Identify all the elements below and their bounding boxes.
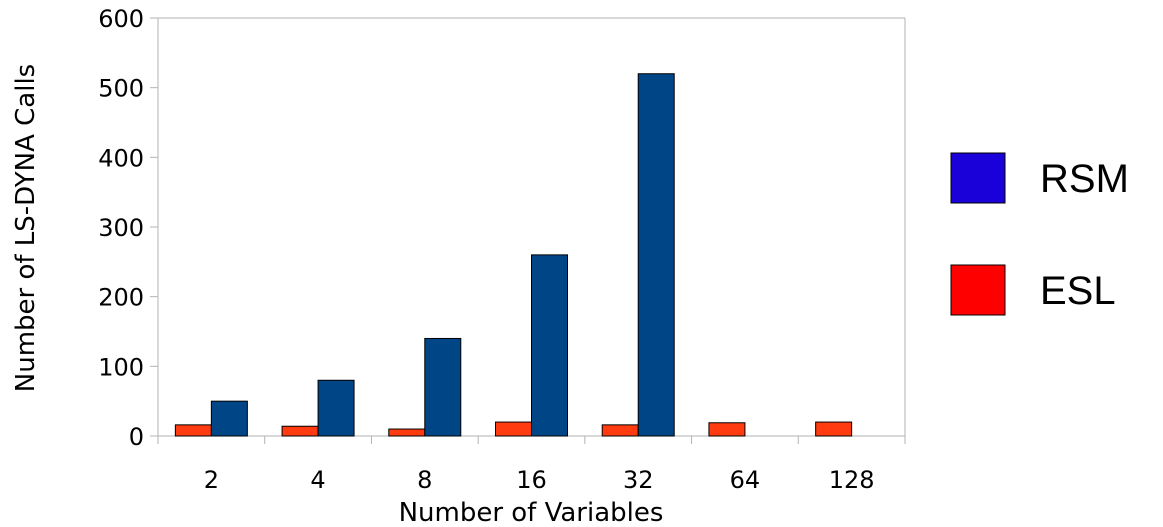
axes — [150, 17, 906, 444]
y-tick-label: 500 — [98, 75, 144, 103]
y-axis-title: Number of LS-DYNA Calls — [11, 64, 41, 392]
bars — [174, 73, 853, 437]
y-tick-label: 0 — [129, 423, 144, 451]
bar-rsm-2 — [210, 400, 248, 437]
legend-label-rsm: RSM — [1040, 157, 1129, 201]
bar-esl-4 — [281, 425, 319, 437]
legend-swatch-rsm — [950, 152, 1006, 204]
legend: RSM ESL — [950, 152, 1129, 316]
bar-rsm-32 — [637, 73, 675, 437]
x-tick-label: 8 — [417, 466, 432, 494]
x-tick-label: 4 — [310, 466, 325, 494]
x-tick-label: 16 — [516, 466, 547, 494]
bar-rsm-16 — [531, 254, 568, 437]
bar-rsm-4 — [317, 379, 355, 437]
bar-esl-8 — [388, 428, 426, 437]
x-tick-label: 64 — [730, 466, 761, 494]
y-tick-label: 400 — [98, 144, 144, 172]
bar-esl-32 — [601, 424, 639, 437]
bar-esl-16 — [495, 421, 532, 437]
x-tick-label: 2 — [204, 466, 219, 494]
legend-label-esl: ESL — [1040, 269, 1116, 313]
bar-rsm-8 — [424, 337, 462, 437]
legend-swatch-esl — [950, 264, 1006, 316]
bar-esl-2 — [174, 424, 212, 437]
y-tick-labels: 0 100 200 300 400 500 600 — [98, 5, 144, 451]
y-tick-label: 200 — [98, 284, 144, 312]
y-tick-label: 300 — [98, 214, 144, 242]
x-tick-labels: 2 4 8 16 32 64 128 — [204, 466, 875, 494]
x-axis-title: Number of Variables — [399, 498, 664, 527]
y-tick-label: 100 — [98, 353, 144, 381]
y-tick-label: 600 — [98, 5, 144, 33]
bar-esl-64 — [708, 422, 746, 437]
x-tick-label: 32 — [623, 466, 654, 494]
x-tick-label: 128 — [829, 466, 875, 494]
bar-esl-128 — [815, 421, 853, 437]
